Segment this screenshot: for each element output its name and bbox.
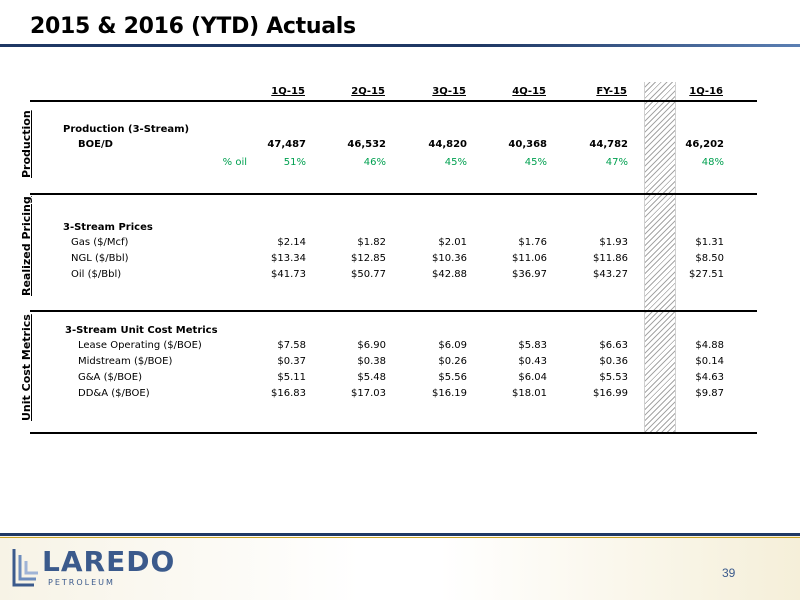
logo-word: LAREDO bbox=[42, 545, 176, 578]
ngl-2q15: $12.85 bbox=[351, 253, 386, 264]
ngl-1q16: $8.50 bbox=[695, 253, 724, 264]
oil-price-3q15: $42.88 bbox=[432, 269, 467, 280]
cost-row-label: Midstream ($/BOE) bbox=[78, 356, 173, 367]
pricing-row-label: Oil ($/Bbl) bbox=[71, 269, 122, 280]
footer-rule-gold bbox=[0, 537, 800, 538]
gas-1q16: $1.31 bbox=[695, 237, 724, 248]
loe-2q15: $6.90 bbox=[357, 340, 386, 351]
oil-price-1q15: $41.73 bbox=[271, 269, 306, 280]
col-header-2q15: 2Q-15 bbox=[351, 86, 385, 97]
ga-2q15: $5.48 bbox=[357, 372, 386, 383]
boe-1q16: 46,202 bbox=[685, 139, 724, 150]
oil-3q15: 45% bbox=[444, 157, 467, 168]
col-header-1q16: 1Q-16 bbox=[689, 86, 723, 97]
dda-1q16: $9.87 bbox=[695, 388, 724, 399]
pricing-rule bbox=[30, 310, 757, 312]
page-title: 2015 & 2016 (YTD) Actuals bbox=[30, 14, 356, 39]
col-header-3q15: 3Q-15 bbox=[432, 86, 466, 97]
pricing-group-title: 3-Stream Prices bbox=[63, 222, 153, 233]
dda-4q15: $18.01 bbox=[512, 388, 547, 399]
laredo-logo: LAREDO PETROLEUM bbox=[12, 545, 176, 589]
dda-3q15: $16.19 bbox=[432, 388, 467, 399]
section-label-costs: Unit Cost Metrics bbox=[20, 314, 33, 421]
boe-2q15: 46,532 bbox=[347, 139, 386, 150]
footer-rule bbox=[0, 533, 800, 536]
cost-row-label: DD&A ($/BOE) bbox=[78, 388, 150, 399]
hatched-separator bbox=[644, 82, 676, 434]
col-header-1q15: 1Q-15 bbox=[271, 86, 305, 97]
boe-1q15: 47,487 bbox=[267, 139, 306, 150]
oil-price-2q15: $50.77 bbox=[351, 269, 386, 280]
gas-4q15: $1.76 bbox=[518, 237, 547, 248]
oil-4q15: 45% bbox=[524, 157, 547, 168]
oil-fy15: 47% bbox=[605, 157, 628, 168]
costs-group-title: 3-Stream Unit Cost Metrics bbox=[65, 325, 218, 336]
midstream-4q15: $0.43 bbox=[518, 356, 547, 367]
boe-4q15: 40,368 bbox=[508, 139, 547, 150]
ga-1q16: $4.63 bbox=[695, 372, 724, 383]
title-underline bbox=[0, 44, 800, 47]
cost-row-label: Lease Operating ($/BOE) bbox=[78, 340, 202, 351]
midstream-3q15: $0.26 bbox=[438, 356, 467, 367]
dda-2q15: $17.03 bbox=[351, 388, 386, 399]
production-rule bbox=[30, 193, 757, 195]
ga-1q15: $5.11 bbox=[277, 372, 306, 383]
ga-fy15: $5.53 bbox=[599, 372, 628, 383]
pricing-row-label: NGL ($/Bbl) bbox=[71, 253, 129, 264]
col-header-4q15: 4Q-15 bbox=[512, 86, 546, 97]
dda-1q15: $16.83 bbox=[271, 388, 306, 399]
section-label-production: Production bbox=[20, 110, 33, 178]
cost-row-label: G&A ($/BOE) bbox=[78, 372, 142, 383]
boe-label: BOE/D bbox=[78, 139, 113, 150]
gas-3q15: $2.01 bbox=[438, 237, 467, 248]
loe-fy15: $6.63 bbox=[599, 340, 628, 351]
actuals-table: 1Q-15 2Q-15 3Q-15 4Q-15 FY-15 1Q-16 Prod… bbox=[20, 82, 757, 434]
loe-4q15: $5.83 bbox=[518, 340, 547, 351]
logo-subtitle: PETROLEUM bbox=[48, 578, 115, 587]
boe-fy15: 44,782 bbox=[589, 139, 628, 150]
ngl-3q15: $10.36 bbox=[432, 253, 467, 264]
ngl-fy15: $11.86 bbox=[593, 253, 628, 264]
midstream-1q15: $0.37 bbox=[277, 356, 306, 367]
oil-1q15: 51% bbox=[283, 157, 306, 168]
col-header-fy15: FY-15 bbox=[596, 86, 627, 97]
ngl-4q15: $11.06 bbox=[512, 253, 547, 264]
production-group-title: Production (3-Stream) bbox=[63, 124, 190, 135]
oil-1q16: 48% bbox=[701, 157, 724, 168]
oil-price-fy15: $43.27 bbox=[593, 269, 628, 280]
oil-pct-label: % oil bbox=[222, 157, 247, 168]
page-number: 39 bbox=[722, 566, 736, 580]
loe-3q15: $6.09 bbox=[438, 340, 467, 351]
gas-fy15: $1.93 bbox=[599, 237, 628, 248]
footer-band bbox=[0, 533, 800, 600]
midstream-fy15: $0.36 bbox=[599, 356, 628, 367]
loe-1q15: $7.58 bbox=[277, 340, 306, 351]
dda-fy15: $16.99 bbox=[593, 388, 628, 399]
costs-rule bbox=[30, 432, 757, 434]
ngl-1q15: $13.34 bbox=[271, 253, 306, 264]
logo-mark-icon bbox=[12, 549, 38, 587]
midstream-2q15: $0.38 bbox=[357, 356, 386, 367]
gas-2q15: $1.82 bbox=[357, 237, 386, 248]
header-rule bbox=[30, 100, 757, 102]
gas-1q15: $2.14 bbox=[277, 237, 306, 248]
loe-1q16: $4.88 bbox=[695, 340, 724, 351]
ga-3q15: $5.56 bbox=[438, 372, 467, 383]
oil-2q15: 46% bbox=[363, 157, 386, 168]
section-label-pricing: Realized Pricing bbox=[20, 196, 33, 296]
ga-4q15: $6.04 bbox=[518, 372, 547, 383]
oil-price-4q15: $36.97 bbox=[512, 269, 547, 280]
midstream-1q16: $0.14 bbox=[695, 356, 724, 367]
pricing-row-label: Gas ($/Mcf) bbox=[71, 237, 129, 248]
oil-price-1q16: $27.51 bbox=[689, 269, 724, 280]
boe-3q15: 44,820 bbox=[428, 139, 467, 150]
